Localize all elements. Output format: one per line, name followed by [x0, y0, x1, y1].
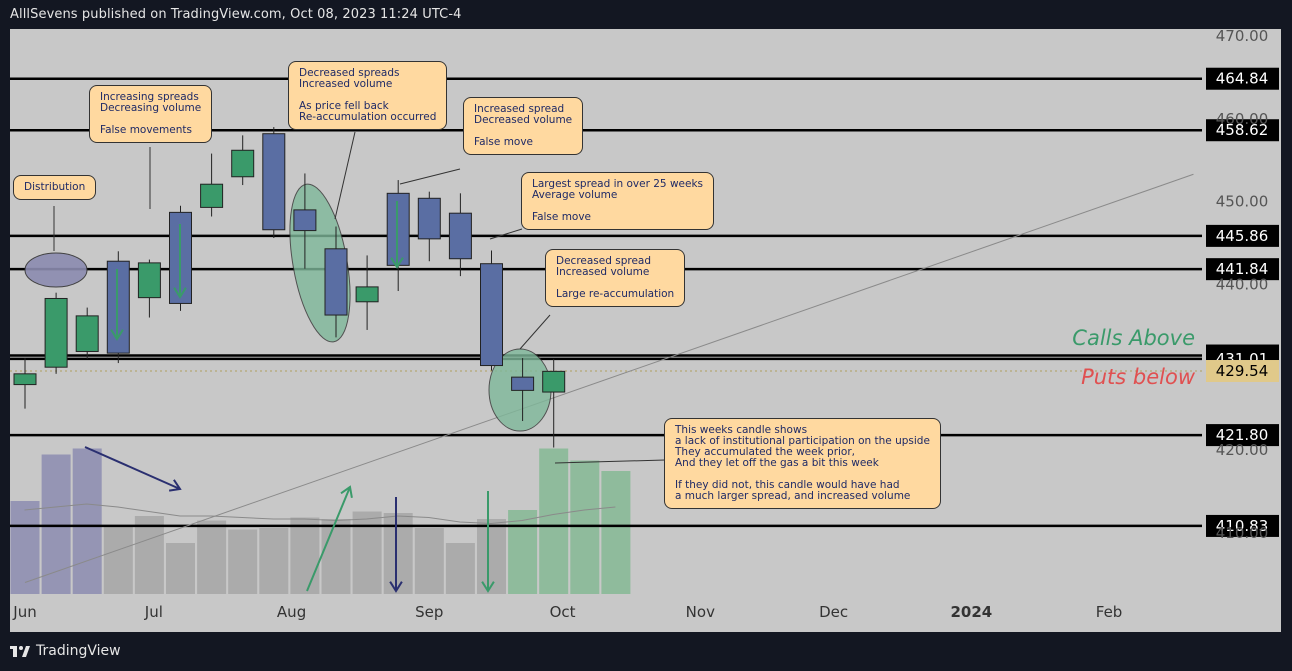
trendline — [24, 173, 1194, 583]
volume-bar — [134, 516, 164, 594]
x-tick-label: Feb — [1096, 603, 1123, 621]
volume-bar — [508, 510, 538, 594]
volume-bar — [414, 528, 444, 594]
y-tick-label: 410.00 — [1216, 524, 1269, 542]
candle-body — [13, 373, 37, 386]
volume-arrow-jun — [84, 446, 181, 490]
y-tick-label: 440.00 — [1216, 275, 1269, 293]
note-pointer — [399, 168, 461, 185]
candle-body — [75, 315, 99, 352]
note-pointer — [489, 228, 523, 240]
level-label: 410.83 — [1216, 517, 1269, 535]
candle-body — [386, 192, 410, 266]
distribution-ellipse — [24, 252, 88, 288]
volume-bar — [228, 529, 258, 594]
footer-brand: TradingView — [36, 643, 121, 659]
note-aug: Decreased spreads Increased volume As pr… — [288, 61, 448, 130]
reaccumulation-ellipse-aug — [289, 183, 351, 343]
calls-above-label: Calls Above — [1072, 326, 1195, 350]
note-oct: This weeks candle shows a lack of instit… — [664, 418, 941, 509]
volume-arrow-aug — [306, 486, 351, 592]
candle-body — [511, 376, 535, 391]
x-tick-label: Oct — [550, 603, 576, 621]
level-tag — [1206, 514, 1279, 537]
volume-arrow-aug-head — [340, 485, 353, 499]
y-tick-label: 420.00 — [1216, 441, 1269, 459]
candle-body — [231, 149, 255, 178]
arrow-down-jul-head — [173, 287, 187, 299]
x-tick-label: Dec — [819, 603, 848, 621]
note-sep3: Decreased spread Increased volume Large … — [545, 249, 686, 307]
x-tick-label: Jul — [144, 603, 163, 621]
note-pointer — [334, 131, 356, 220]
price-chart[interactable]: 464.84458.62445.86441.84431.41431.01421.… — [10, 29, 1281, 632]
volume-bar — [290, 517, 320, 594]
volume-bar — [166, 543, 195, 594]
candle-body — [448, 212, 472, 260]
y-tick-label: 470.00 — [1216, 29, 1269, 45]
candle-body — [262, 133, 286, 231]
puts-below-label: Puts below — [1081, 365, 1196, 389]
volume-bar — [445, 543, 475, 594]
note-jul: Increasing spreads Decreasing volume Fal… — [89, 85, 213, 143]
volume-bar — [570, 460, 600, 594]
x-tick-label: Aug — [277, 603, 306, 621]
candle-body — [480, 263, 503, 367]
candle-body — [542, 370, 566, 393]
volume-bar — [539, 448, 569, 594]
current-price-tag — [1206, 360, 1279, 383]
candle-body — [106, 260, 130, 354]
footer: TradingView — [10, 643, 121, 659]
volume-arrow-oct-head — [481, 581, 495, 593]
volume-bar — [259, 528, 289, 594]
volume-bar — [197, 520, 227, 594]
volume-bar — [321, 519, 351, 594]
volume-bar — [41, 454, 71, 594]
chart-area[interactable]: 464.84458.62445.86441.84431.41431.01421.… — [10, 29, 1281, 632]
level-tag — [1206, 67, 1279, 90]
volume-bar — [10, 501, 40, 594]
level-label: 445.86 — [1216, 227, 1269, 245]
volume-arrow-jun-head — [168, 479, 182, 492]
volume-bar — [72, 448, 102, 594]
x-tick-label: Nov — [686, 603, 715, 621]
candle-body — [355, 286, 379, 303]
candle-body — [44, 297, 68, 368]
note-distribution: Distribution — [13, 175, 97, 200]
x-tick-label: Sep — [415, 603, 443, 621]
candle-body — [293, 209, 317, 232]
level-label: 464.84 — [1216, 70, 1269, 88]
note-pointer — [519, 314, 551, 350]
volume-bar — [103, 525, 133, 594]
current-price-label: 429.54 — [1216, 362, 1269, 380]
level-label: 421.80 — [1216, 426, 1269, 444]
volume-bar — [477, 519, 506, 594]
volume-arrow-sep-head — [389, 581, 403, 593]
level-tag — [1206, 119, 1279, 142]
publish-header: AlllSevens published on TradingView.com,… — [10, 7, 462, 22]
level-tag — [1206, 224, 1279, 247]
note-sep2: Largest spread in over 25 weeks Average … — [521, 172, 715, 230]
x-tick-label: Jun — [12, 603, 36, 621]
arrow-down-jun-head — [110, 329, 124, 341]
note-sep1: Increased spread Decreased volume False … — [463, 97, 584, 155]
volume-bar — [352, 511, 382, 594]
y-tick-label: 450.00 — [1216, 193, 1269, 211]
level-label: 441.84 — [1216, 260, 1269, 278]
candle-body — [324, 248, 348, 316]
arrow-down-aug-head — [390, 257, 404, 269]
level-tag — [1206, 424, 1279, 447]
level-tag — [1206, 258, 1279, 281]
tradingview-logo-icon — [10, 646, 30, 657]
note-pointer — [554, 459, 666, 464]
candle-body — [417, 197, 441, 240]
candle-body — [200, 183, 224, 208]
candle-body — [137, 262, 161, 299]
level-label: 458.62 — [1216, 121, 1269, 139]
volume-bar — [601, 471, 631, 594]
x-tick-label: 2024 — [950, 603, 992, 621]
volume-ma-line — [24, 503, 616, 525]
y-tick-label: 460.00 — [1216, 110, 1269, 128]
